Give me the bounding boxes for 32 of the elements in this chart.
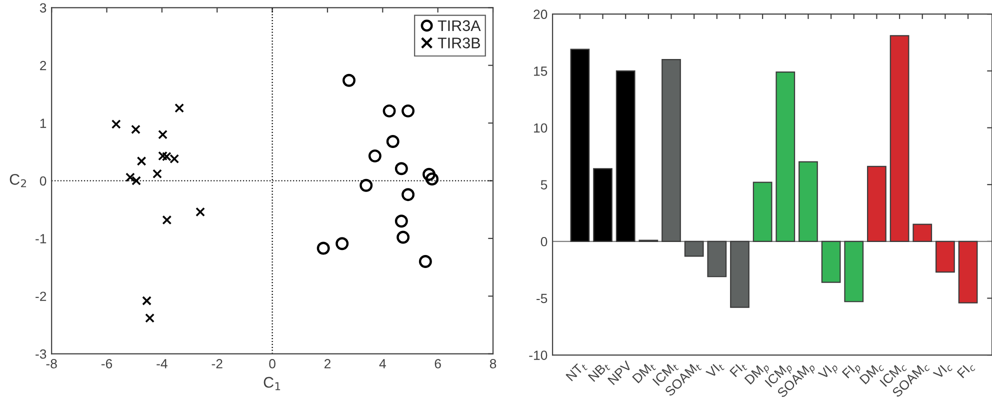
x-tick-label: VI$_{c}$ bbox=[932, 360, 954, 382]
x-tick-label: 0 bbox=[269, 359, 276, 368]
x-tick-label: 8 bbox=[490, 359, 496, 368]
x-tick-label: -2 bbox=[212, 359, 222, 368]
x-tick-label: VI$_{t}$ bbox=[706, 360, 726, 380]
y-tick-label: 0 bbox=[40, 176, 46, 186]
x-axis-title: C$_{1}$ bbox=[264, 376, 280, 390]
y-axis-title: C$_{2}$ bbox=[10, 174, 26, 188]
x-tick-label: 6 bbox=[434, 359, 441, 368]
x-tick-label: -4 bbox=[156, 359, 168, 368]
y-tick-label: -5 bbox=[536, 294, 548, 304]
y-tick-label: 15 bbox=[534, 66, 548, 76]
legend-label: TIR3B bbox=[438, 38, 480, 48]
x-tick-label: NT$_{t}$ bbox=[566, 360, 588, 383]
y-tick-label: 1 bbox=[40, 118, 46, 128]
x-tick-label: -6 bbox=[101, 359, 112, 368]
x-tick-label: -8 bbox=[46, 359, 57, 368]
x-tick-label: 2 bbox=[324, 359, 330, 368]
y-tick-label: 0 bbox=[540, 236, 548, 246]
y-tick-label: -3 bbox=[36, 349, 46, 359]
y-tick-label: 3 bbox=[40, 3, 46, 13]
y-tick-label: 10 bbox=[534, 123, 548, 133]
y-tick-label: 20 bbox=[534, 10, 548, 20]
y-tick-label: -1 bbox=[36, 234, 46, 244]
x-tick-label: VI$_{p}$ bbox=[818, 360, 840, 383]
x-tick-label: FI$_{c}$ bbox=[956, 360, 976, 380]
y-tick-label: 5 bbox=[540, 180, 548, 190]
y-tick-label: -2 bbox=[36, 292, 46, 301]
y-tick-label: -10 bbox=[529, 350, 548, 360]
y-tick-label: 2 bbox=[40, 60, 46, 70]
legend-label: TIR3A bbox=[438, 20, 481, 32]
x-tick-label: 4 bbox=[379, 359, 386, 368]
